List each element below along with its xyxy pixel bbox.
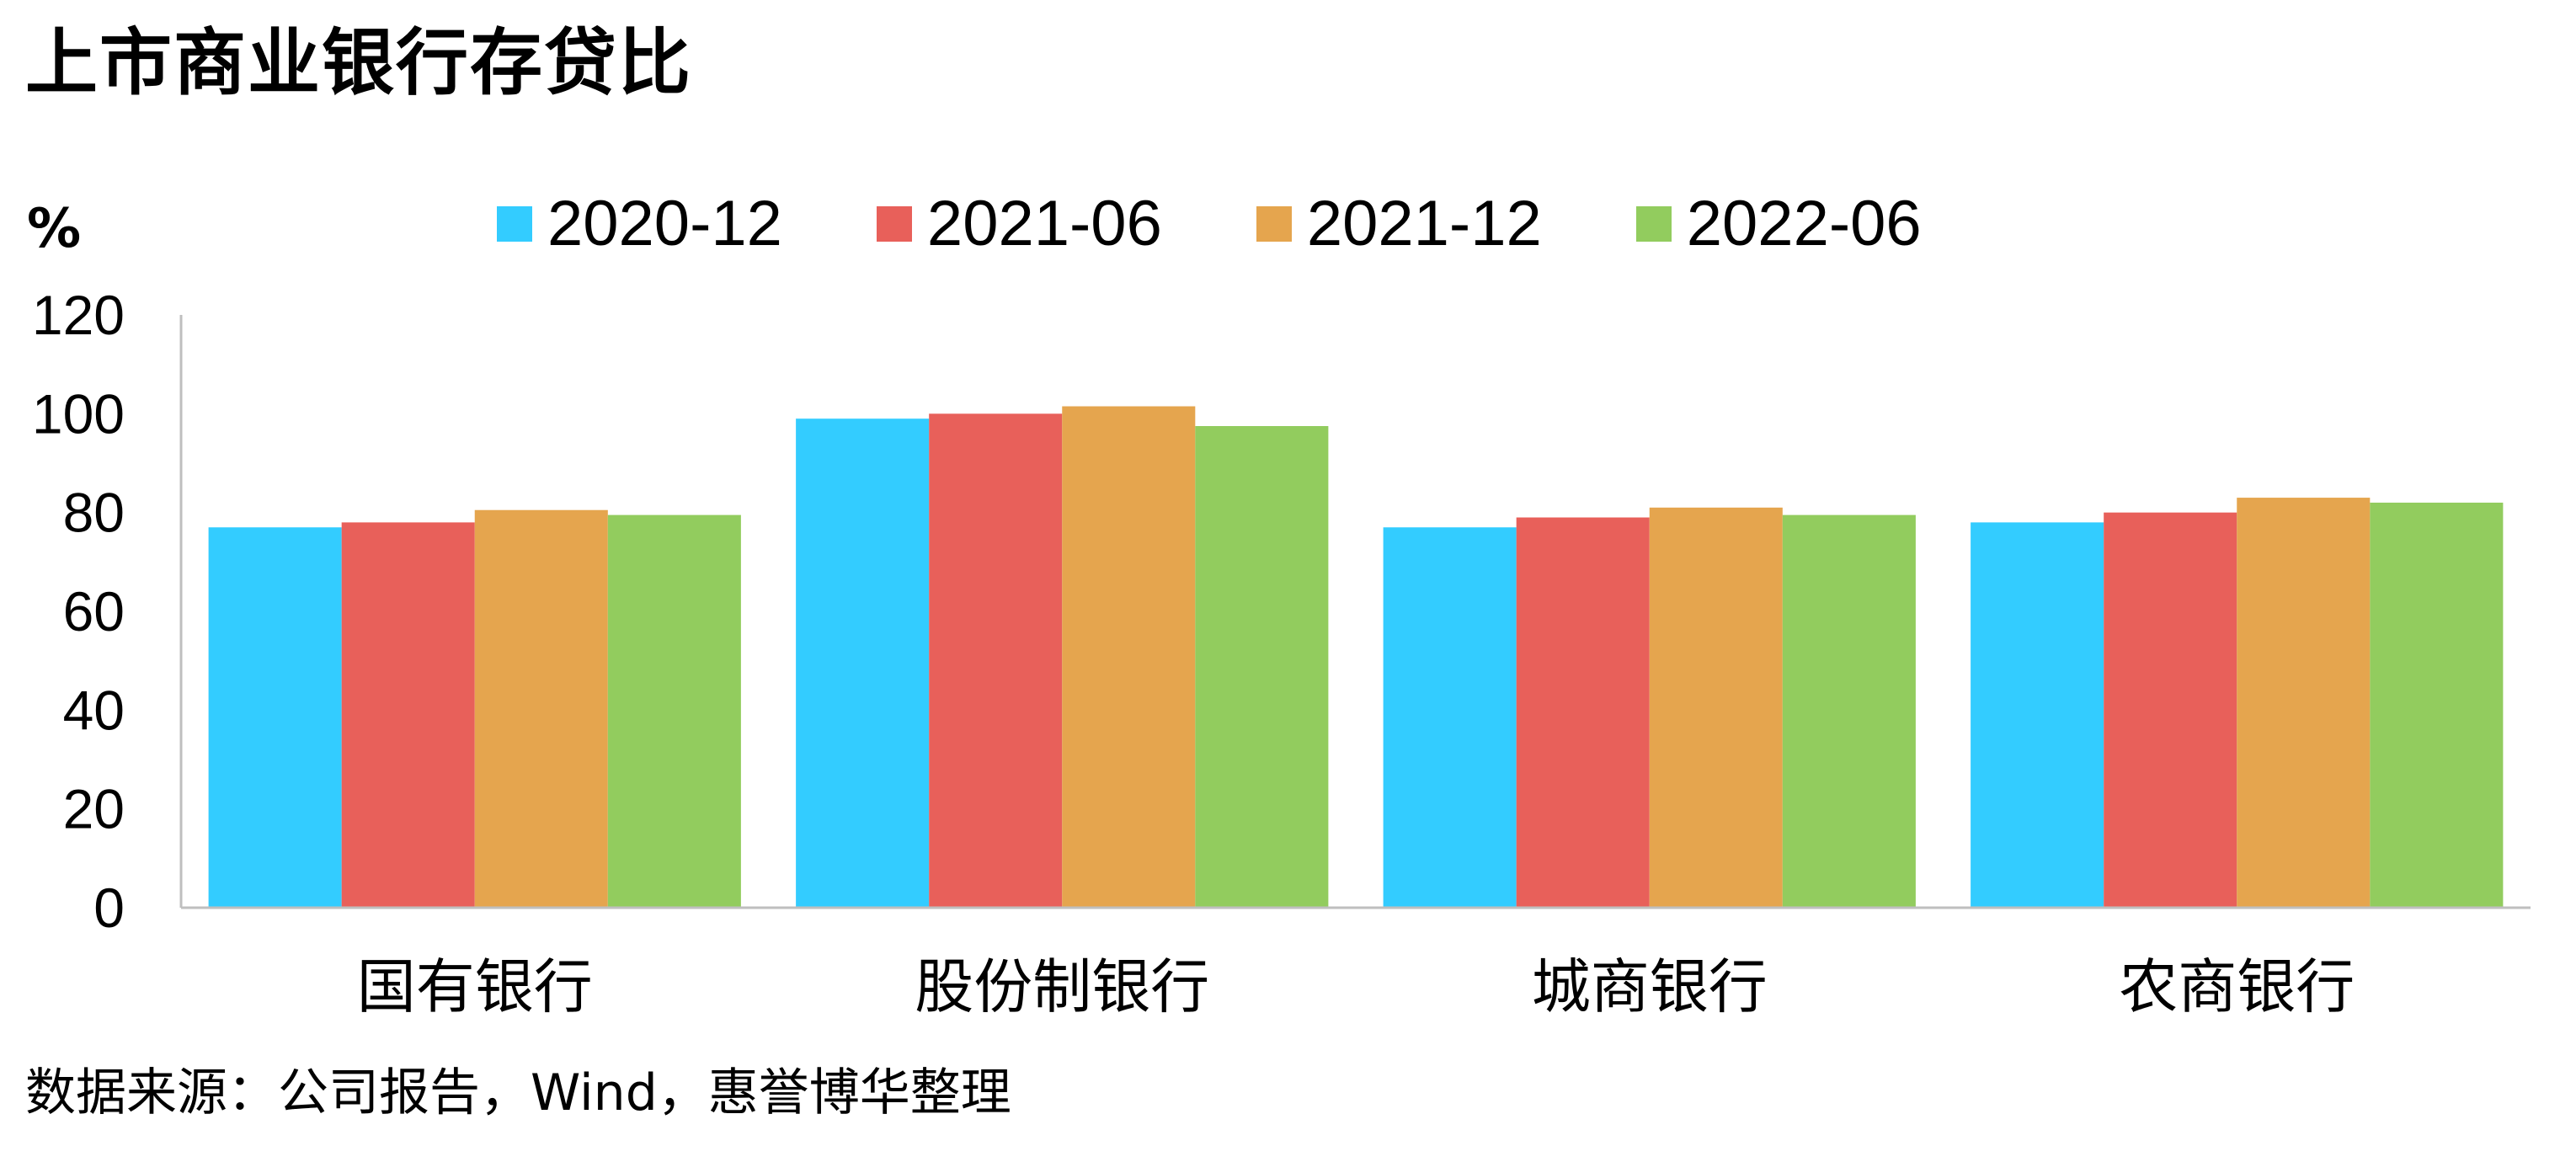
bar: [1649, 507, 1783, 908]
x-category-label: 农商银行: [2119, 952, 2355, 1021]
bar: [607, 514, 741, 908]
x-category-label: 城商银行: [1532, 952, 1768, 1021]
bar: [929, 413, 1063, 909]
y-tick-label: 80: [63, 482, 125, 544]
legend-swatch: [1635, 206, 1672, 242]
y-tick-label: 0: [93, 877, 125, 939]
legend-swatch: [497, 206, 532, 242]
x-category-label: 股份制银行: [915, 952, 1209, 1021]
legend-label: 2020-12: [547, 188, 782, 259]
bar: [2237, 498, 2371, 908]
bar: [1782, 514, 1916, 908]
legend-swatch: [876, 206, 912, 242]
y-tick-label: 40: [63, 679, 125, 741]
y-axis-unit-label: %: [27, 198, 82, 260]
legend-label: 2021-12: [1306, 188, 1542, 259]
legend-item-2021-06: 2021-06: [876, 188, 1162, 259]
source-note: 数据来源：公司报告，Wind，惠誉博华整理: [25, 1063, 1011, 1122]
legend-item-2021-12: 2021-12: [1256, 192, 1542, 256]
y-tick-label: 120: [32, 284, 125, 346]
bar: [1971, 522, 2104, 908]
legend-item-2020-12: 2020-12: [497, 192, 782, 256]
chart-title: 上市商业银行存贷比: [25, 21, 692, 105]
legend-item-2022-06: 2022-06: [1635, 188, 1922, 259]
x-category-label: 国有银行: [357, 952, 593, 1021]
bar: [341, 522, 475, 908]
bar: [1516, 517, 1650, 908]
y-tick-label: 100: [32, 382, 125, 445]
legend-label: 2022-06: [1686, 188, 1922, 259]
legend: 2020-12 2021-06 2021-12 2022-06: [497, 192, 1922, 256]
bar: [2370, 502, 2504, 908]
bar: [208, 527, 342, 908]
y-tick-label: 20: [63, 778, 125, 840]
bar: [474, 509, 608, 908]
bar: [796, 418, 930, 908]
legend-swatch: [1256, 206, 1292, 242]
legend-label: 2021-06: [926, 188, 1162, 259]
y-tick-label: 60: [63, 580, 125, 642]
bar: [1383, 527, 1517, 908]
bar: [1062, 406, 1196, 908]
bar: [2104, 512, 2237, 908]
bar: [1195, 426, 1329, 908]
